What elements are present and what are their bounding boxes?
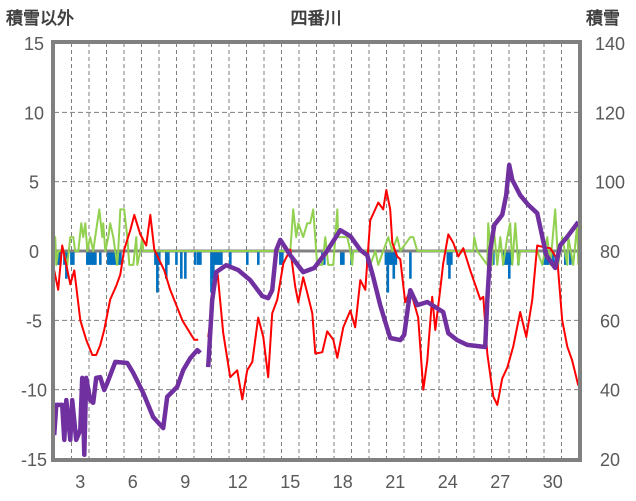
bar xyxy=(281,251,284,265)
y-left-tick-label: -15 xyxy=(21,450,47,470)
right-axis-label: 積雪 xyxy=(586,8,620,29)
x-tick-label: 3 xyxy=(75,472,85,492)
bar xyxy=(446,251,450,265)
chart-title: 四番川 xyxy=(291,9,342,29)
bar xyxy=(450,251,453,265)
bar xyxy=(384,251,388,265)
x-tick-label: 18 xyxy=(333,472,353,492)
bar xyxy=(184,251,187,279)
bar xyxy=(342,251,345,265)
temperature-line xyxy=(207,189,580,406)
y-right-tick-label: 80 xyxy=(600,242,620,262)
y-left-tick-label: 0 xyxy=(29,242,39,262)
bar xyxy=(99,251,102,265)
snow_depth-line xyxy=(205,162,581,368)
line-series xyxy=(51,162,581,458)
bar xyxy=(199,251,202,265)
bar xyxy=(569,251,572,265)
y-right-tick-label: 140 xyxy=(595,34,625,54)
bar xyxy=(210,251,213,293)
bar xyxy=(108,251,112,265)
y-left-tick-label: 10 xyxy=(24,103,44,123)
bar xyxy=(257,251,260,265)
bar xyxy=(154,251,157,265)
bar xyxy=(213,251,217,265)
bar xyxy=(94,251,97,265)
bar xyxy=(70,251,73,265)
x-tick-label: 30 xyxy=(543,472,563,492)
y-right-tick-label: 60 xyxy=(600,311,620,331)
y-right-tick-label: 40 xyxy=(600,381,620,401)
bar xyxy=(87,251,91,265)
bar xyxy=(197,251,200,265)
temperature-line xyxy=(53,213,199,356)
bar xyxy=(113,251,116,265)
bar xyxy=(504,251,507,265)
bar xyxy=(90,251,93,265)
bar xyxy=(552,251,555,265)
bar xyxy=(279,251,282,265)
x-tick-label: 9 xyxy=(180,472,190,492)
y-right-tick-label: 20 xyxy=(600,450,620,470)
bar xyxy=(394,251,398,265)
x-tick-label: 21 xyxy=(385,472,405,492)
bar xyxy=(194,251,197,265)
bar xyxy=(180,251,183,279)
plot-frame xyxy=(51,40,582,462)
x-tick-label: 27 xyxy=(490,472,510,492)
tick-labels: 15 10 5 0 -5 -10 -15 140 120 100 80 60 40 20 3 6 9 12 15 18… xyxy=(21,34,625,492)
bar xyxy=(57,251,60,265)
bar xyxy=(92,251,95,265)
bar xyxy=(409,251,412,279)
bar xyxy=(164,251,168,279)
bar xyxy=(212,251,215,279)
green-line xyxy=(53,208,580,266)
x-tick-label: 15 xyxy=(280,472,300,492)
bar xyxy=(86,251,89,265)
bar xyxy=(218,251,221,265)
bar xyxy=(390,251,394,265)
y-left-tick-label: 15 xyxy=(24,34,44,54)
bar xyxy=(246,251,249,265)
y-left-tick-label: -5 xyxy=(26,311,42,331)
bar xyxy=(388,251,392,265)
y-left-tick-label: 5 xyxy=(29,173,39,193)
bar xyxy=(392,251,396,279)
bar xyxy=(119,251,122,265)
y-left-tick-label: -10 xyxy=(21,381,47,401)
bar xyxy=(167,251,170,265)
bar xyxy=(156,251,159,293)
bar xyxy=(220,251,223,265)
left-axis-label: 積雪以外 xyxy=(6,8,74,29)
x-tick-label: 24 xyxy=(438,472,458,492)
bar xyxy=(506,251,509,265)
y-right-tick-label: 120 xyxy=(595,103,625,123)
bar xyxy=(72,251,75,265)
bar xyxy=(111,251,114,265)
bar-series xyxy=(57,251,572,293)
x-tick-label: 6 xyxy=(128,472,138,492)
bar xyxy=(107,251,110,265)
bar xyxy=(507,251,511,279)
bar xyxy=(339,251,343,265)
bar xyxy=(216,251,219,265)
y-right-tick-label: 100 xyxy=(595,173,625,193)
bar xyxy=(175,251,178,265)
snow_depth-line xyxy=(51,347,202,458)
bar xyxy=(229,251,232,265)
x-tick-label: 12 xyxy=(228,472,248,492)
bar xyxy=(386,251,390,293)
bar xyxy=(448,251,451,279)
